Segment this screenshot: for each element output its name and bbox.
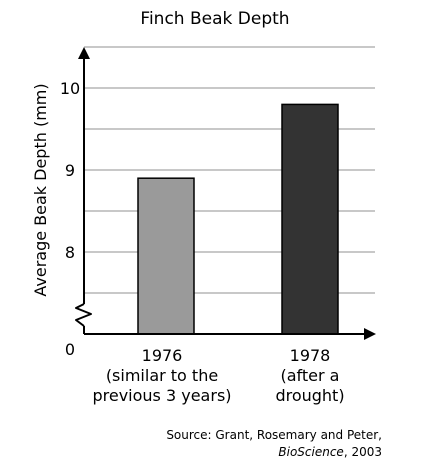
y-tick-label: 9: [65, 161, 75, 180]
category-label-line: previous 3 years): [92, 386, 231, 405]
bar-1978: [281, 103, 339, 335]
y-axis-arrow: [78, 47, 90, 59]
source-journal: BioScience: [278, 445, 343, 459]
bar-1976: [137, 177, 195, 335]
y-tick-label: 8: [65, 243, 75, 262]
source-line-1: Source: Grant, Rosemary and Peter,: [166, 428, 382, 442]
y-axis-label: Average Beak Depth (mm): [31, 83, 50, 296]
axes: [75, 47, 376, 340]
category-label-line: (similar to the: [106, 366, 218, 385]
y-tick-labels: 8 9 10: [60, 79, 80, 262]
source-line-2: BioScience, 2003: [278, 445, 382, 459]
y-tick-label: 10: [60, 79, 80, 98]
axis-break-mark: [75, 303, 92, 327]
origin-zero-label: 0: [65, 340, 75, 359]
grid-lines: [84, 46, 375, 294]
category-label-line: 1978: [290, 346, 331, 365]
bars: [137, 103, 339, 335]
source-year: , 2003: [344, 445, 382, 459]
category-label-line: 1976: [142, 346, 183, 365]
category-label-line: drought): [275, 386, 344, 405]
chart-title: Finch Beak Depth: [140, 9, 289, 29]
category-label-line: (after a: [281, 366, 340, 385]
x-axis-arrow: [364, 328, 376, 340]
